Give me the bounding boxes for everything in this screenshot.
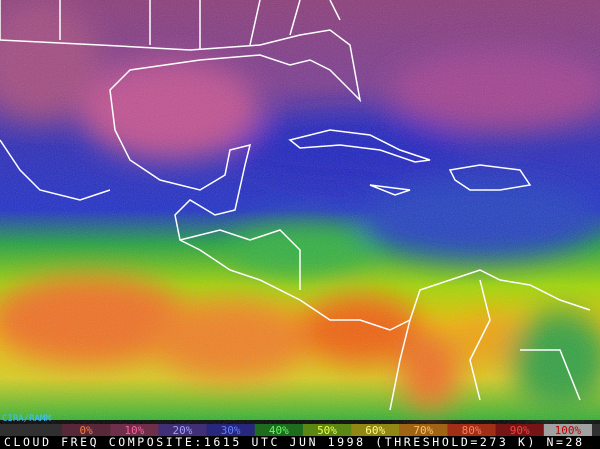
legend-swatch — [302, 424, 352, 436]
legend-label: 0% — [79, 424, 93, 437]
legend-swatch — [110, 424, 159, 436]
credit: CIRA/RAMM — [2, 414, 51, 424]
legend-swatch — [206, 424, 255, 436]
coastlines — [0, 0, 591, 411]
legend-label: 60% — [365, 424, 385, 437]
legend-swatch — [495, 424, 544, 436]
caption-bar — [0, 436, 600, 449]
caption: CLOUD FREQ COMPOSITE:1615 UTC JUN 1998 (… — [4, 435, 582, 449]
legend: 0% 10% 20% 30% 40% 50% 60% 70% 80% 90% 100% — [0, 424, 600, 437]
legend-label: 30% — [221, 424, 241, 437]
legend-label: 40% — [269, 424, 289, 437]
legend-swatch — [62, 424, 111, 436]
legend-label: 50% — [317, 424, 337, 437]
legend-label: 90% — [510, 424, 530, 437]
legend-label: 80% — [462, 424, 482, 437]
legend-label: 70% — [413, 424, 433, 437]
legend-swatch — [351, 424, 400, 436]
legend-swatch — [399, 424, 448, 436]
legend-label: 100% — [555, 424, 582, 437]
legend-swatch — [447, 424, 496, 436]
legend-swatch — [543, 424, 592, 436]
legend-swatch — [254, 424, 303, 436]
legend-swatch — [158, 424, 207, 436]
texture — [0, 0, 600, 420]
legend-label: 10% — [124, 424, 144, 437]
legend-label: 20% — [173, 424, 193, 437]
